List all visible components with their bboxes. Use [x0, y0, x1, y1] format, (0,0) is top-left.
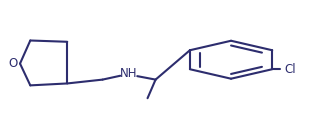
Text: NH: NH — [120, 67, 137, 80]
Text: Cl: Cl — [284, 63, 296, 76]
Text: O: O — [8, 57, 17, 70]
